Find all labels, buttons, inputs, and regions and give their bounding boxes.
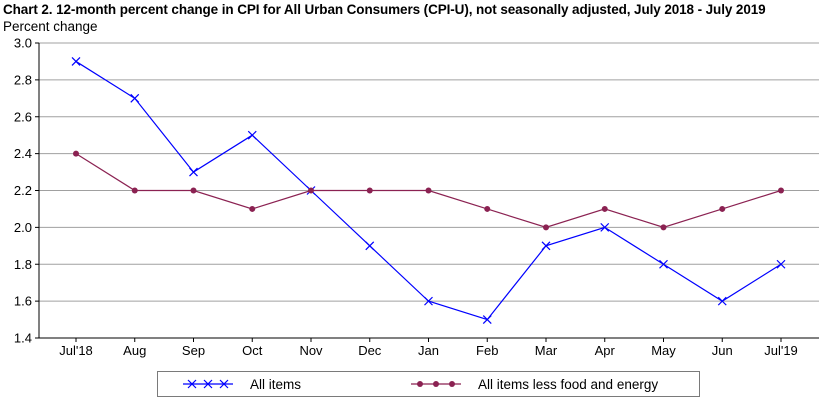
- data-point-all-items: [71, 57, 81, 66]
- data-point-core: [308, 187, 314, 194]
- data-point-all-items: [776, 259, 786, 269]
- data-point-all-items: [600, 222, 610, 232]
- legend-item-all-items: All items: [183, 372, 301, 396]
- data-point-core: [778, 187, 784, 194]
- legend-item-core: All items less food and energy: [411, 372, 658, 396]
- data-point-all-items: [189, 167, 198, 177]
- data-point-core: [601, 205, 608, 212]
- x-tick-label: Jul'19: [764, 343, 798, 358]
- data-point-core: [543, 224, 549, 231]
- data-point-core: [425, 187, 432, 194]
- x-tick-label: Feb: [476, 343, 498, 358]
- x-tick-label: Sep: [182, 343, 205, 358]
- legend-swatch-core: [411, 381, 461, 387]
- x-tick-label: Nov: [299, 343, 323, 358]
- x-tick-label: Jul'18: [59, 343, 93, 358]
- y-tick-label: 2.0: [14, 220, 32, 235]
- y-tick-label: 1.8: [14, 257, 32, 272]
- data-point-all-items: [717, 296, 727, 306]
- data-point-core: [660, 224, 667, 231]
- data-point-core: [249, 205, 256, 212]
- chart-title: Chart 2. 12-month percent change in CPI …: [3, 2, 766, 17]
- x-tick-label: May: [651, 343, 676, 358]
- x-tick-label: Jan: [418, 343, 439, 358]
- y-tick-label: 2.4: [14, 146, 32, 161]
- y-tick-label: 2.6: [14, 109, 32, 124]
- data-point-core: [366, 187, 373, 194]
- data-point-all-items: [541, 241, 551, 251]
- x-tick-label: Aug: [123, 343, 146, 358]
- data-point-core: [719, 205, 726, 212]
- y-tick-label: 2.8: [14, 72, 32, 87]
- y-axis-title: Percent change: [3, 19, 98, 34]
- data-point-all-items: [130, 93, 140, 103]
- y-tick-label: 3.0: [14, 36, 32, 51]
- data-point-all-items: [482, 315, 492, 324]
- legend-swatch-all-items: [183, 379, 233, 389]
- data-point-core: [190, 187, 197, 194]
- y-tick-label: 2.2: [14, 183, 32, 198]
- legend-label-all-items: All items: [250, 376, 302, 392]
- chart-plot: 1.4 1.6 1.8 2.0 2.2 2.4 2.6 2.8 3.0 Jul'18 Aug Sep O…: [14, 36, 819, 358]
- x-tick-label: Mar: [535, 343, 558, 358]
- data-point-core: [73, 150, 79, 157]
- data-point-all-items: [365, 241, 375, 251]
- x-tick-label: Apr: [595, 343, 616, 358]
- legend: All items All items less food and energy: [157, 371, 700, 397]
- data-point-all-items: [247, 130, 257, 140]
- x-tick-label: Jun: [712, 343, 733, 358]
- x-tick-label: Oct: [242, 343, 263, 358]
- data-point-all-items: [424, 296, 433, 306]
- x-tick-label: Dec: [358, 343, 382, 358]
- data-point-all-items: [659, 259, 668, 269]
- y-tick-label: 1.6: [14, 294, 32, 309]
- data-point-core: [484, 205, 491, 212]
- y-tick-label: 1.4: [14, 331, 32, 346]
- data-point-core: [131, 187, 138, 194]
- legend-label-core: All items less food and energy: [478, 376, 659, 392]
